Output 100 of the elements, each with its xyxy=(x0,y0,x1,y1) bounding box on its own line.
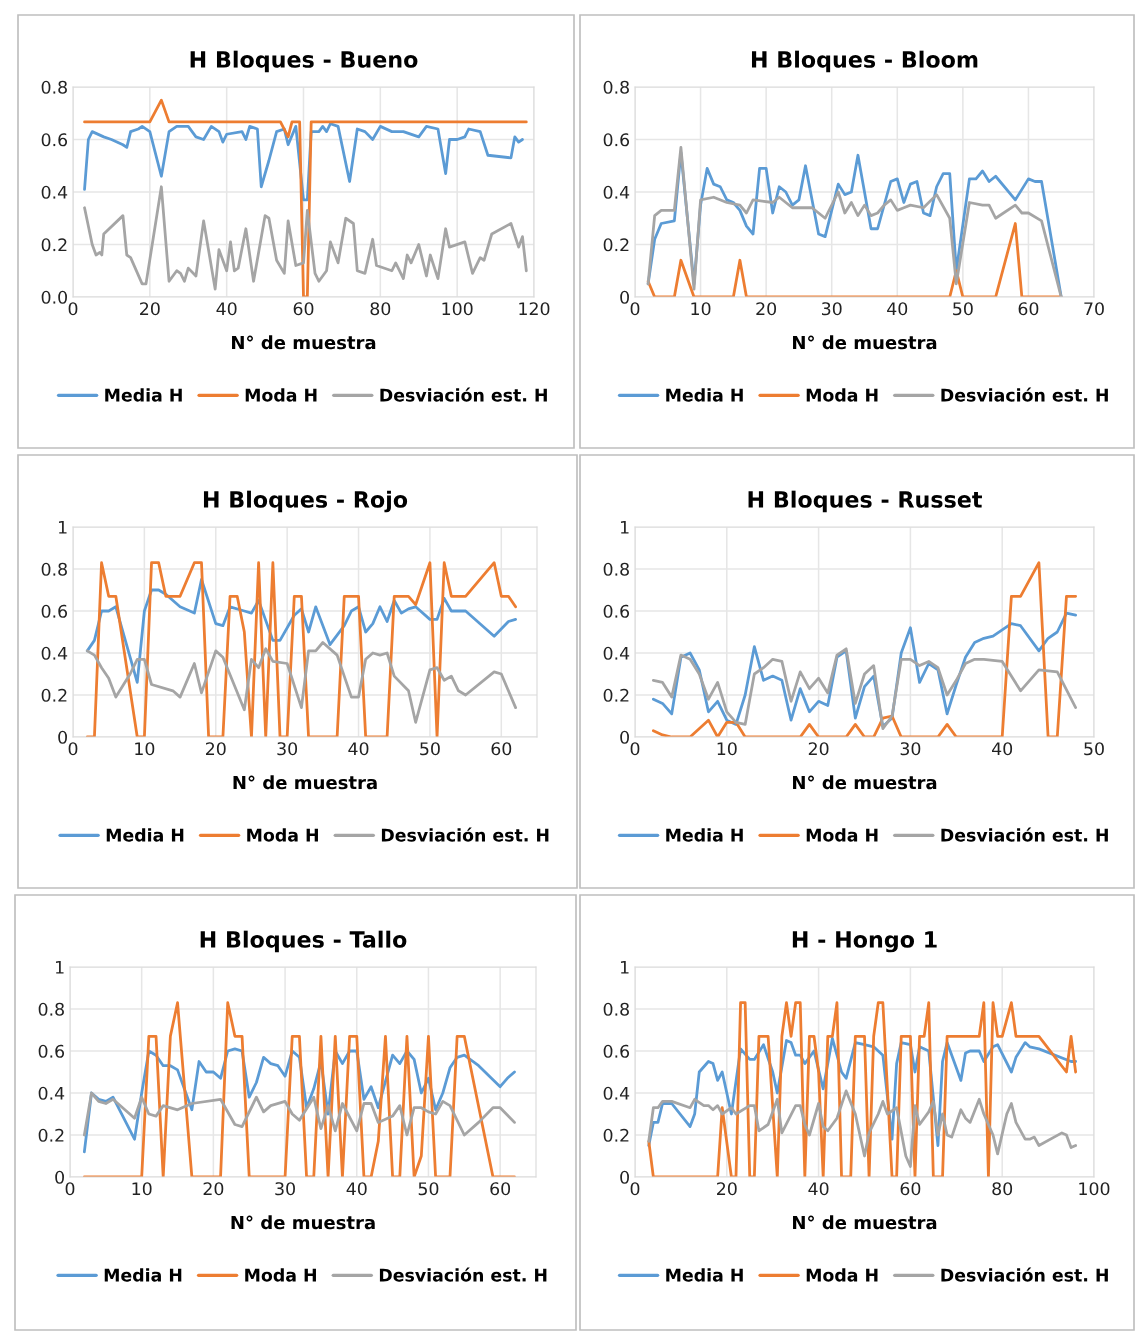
x-axis-title: N° de muestra xyxy=(232,335,376,350)
x-axis-title: N° de muestra xyxy=(793,1215,937,1230)
line-series xyxy=(82,1091,516,1137)
y-tick-label: 0 xyxy=(55,1170,64,1184)
y-tick-label: 0.8 xyxy=(41,80,67,94)
chart-title: H Bloques - Russet xyxy=(748,490,982,513)
x-tick-label: 20 xyxy=(206,742,226,756)
line-series xyxy=(651,647,1078,730)
chart-title: H Bloques - Tallo xyxy=(200,930,407,953)
y-tick-label: 0.8 xyxy=(41,562,67,576)
legend-label: Moda H xyxy=(245,1268,316,1282)
legend-label: Media H xyxy=(106,828,184,842)
x-tick-label: 60 xyxy=(490,1182,511,1196)
line-series xyxy=(83,185,528,291)
x-axis-title: N° de muestra xyxy=(793,775,937,790)
x-tick-label: 10 xyxy=(132,1182,152,1196)
y-tick-label: 0.8 xyxy=(603,562,629,576)
x-tick-label: 30 xyxy=(277,742,298,756)
y-tick-label: 0.4 xyxy=(603,1086,630,1100)
y-tick-label: 0 xyxy=(620,730,629,744)
legend-label: Desviación est. H xyxy=(379,1267,547,1282)
x-tick-label: 20 xyxy=(203,1182,224,1196)
x-tick-label: 60 xyxy=(293,302,314,316)
legend-label: Moda H xyxy=(245,388,317,402)
x-tick-label: 40 xyxy=(348,742,369,756)
y-tick-label: 0.2 xyxy=(41,688,67,702)
x-tick-label: 100 xyxy=(1079,1182,1110,1196)
y-tick-label: 0.2 xyxy=(38,1128,64,1142)
legend-label: Moda H xyxy=(806,388,878,402)
y-tick-label: 0.4 xyxy=(603,646,630,660)
x-tick-label: 50 xyxy=(1084,742,1104,756)
y-tick-label: 0.0 xyxy=(41,290,67,304)
y-tick-label: 0.2 xyxy=(603,688,629,702)
x-axis-title: N° de muestra xyxy=(231,1215,375,1230)
y-tick-label: 0.2 xyxy=(41,238,67,252)
x-tick-label: 30 xyxy=(900,742,921,756)
legend-label: Moda H xyxy=(806,828,878,842)
x-tick-label: 0 xyxy=(68,302,78,316)
y-tick-label: 0 xyxy=(620,290,629,304)
x-tick-label: 50 xyxy=(420,742,440,756)
x-tick-label: 30 xyxy=(275,1182,295,1196)
y-tick-label: 0.8 xyxy=(603,80,629,94)
line-series xyxy=(647,1089,1078,1168)
y-tick-label: 0.6 xyxy=(41,133,68,147)
y-tick-label: 1 xyxy=(621,520,629,534)
legend-label: Desviación est. H xyxy=(941,827,1108,842)
x-tick-label: 40 xyxy=(992,742,1013,756)
line-series xyxy=(647,1001,1078,1177)
x-tick-label: 0 xyxy=(630,742,640,756)
legend-label: Media H xyxy=(666,1268,743,1282)
chart-title: H Bloques - Rojo xyxy=(203,490,408,513)
x-tick-label: 50 xyxy=(953,302,973,316)
x-tick-label: 20 xyxy=(808,742,829,756)
x-tick-label: 30 xyxy=(821,302,842,316)
line-series xyxy=(83,98,528,297)
y-tick-label: 0 xyxy=(620,1170,629,1184)
x-tick-label: 120 xyxy=(519,302,550,316)
x-tick-label: 40 xyxy=(808,1182,829,1196)
y-tick-label: 0.6 xyxy=(603,133,630,147)
y-tick-label: 0.2 xyxy=(603,238,629,252)
y-tick-label: 1 xyxy=(59,520,67,534)
y-tick-label: 0.4 xyxy=(41,185,68,199)
chart-title: H Bloques - Bueno xyxy=(190,50,418,73)
x-tick-label: 40 xyxy=(216,302,237,316)
x-tick-label: 100 xyxy=(442,302,473,316)
chart-title: H - Hongo 1 xyxy=(792,931,937,953)
legend-label: Desviación est. H xyxy=(941,1267,1108,1282)
y-tick-label: 1 xyxy=(621,960,629,974)
legend-label: Moda H xyxy=(806,1268,878,1282)
legend-label: Desviación est. H xyxy=(380,387,547,402)
y-tick-label: 0.2 xyxy=(603,1128,629,1142)
y-tick-label: 0.4 xyxy=(603,185,630,199)
x-tick-label: 60 xyxy=(1018,302,1039,316)
x-tick-label: 70 xyxy=(1084,302,1104,316)
legend-label: Media H xyxy=(666,828,743,842)
y-tick-label: 1 xyxy=(56,960,64,974)
x-tick-label: 80 xyxy=(992,1182,1013,1196)
y-tick-label: 0.8 xyxy=(603,1002,629,1016)
line-series xyxy=(85,641,517,724)
x-tick-label: 0 xyxy=(630,1182,640,1196)
x-tick-label: 50 xyxy=(418,1182,439,1196)
x-tick-label: 60 xyxy=(491,742,512,756)
x-tick-label: 60 xyxy=(900,1182,921,1196)
y-tick-label: 0.4 xyxy=(38,1086,65,1100)
y-tick-label: 0.4 xyxy=(41,646,68,660)
y-tick-label: 0.6 xyxy=(603,604,630,618)
y-tick-label: 0.6 xyxy=(38,1044,65,1058)
x-tick-label: 10 xyxy=(717,742,737,756)
x-axis-title: N° de muestra xyxy=(793,335,937,350)
legend-label: Desviación est. H xyxy=(941,387,1108,402)
x-tick-label: 20 xyxy=(140,302,160,316)
legend-label: Media H xyxy=(104,1268,182,1282)
y-tick-label: 0.8 xyxy=(38,1002,64,1016)
x-tick-label: 10 xyxy=(135,742,155,756)
y-tick-label: 0 xyxy=(58,730,67,744)
x-tick-label: 40 xyxy=(346,1182,367,1196)
x-tick-label: 40 xyxy=(887,302,908,316)
x-tick-label: 80 xyxy=(370,302,391,316)
x-tick-label: 20 xyxy=(756,302,777,316)
x-tick-label: 10 xyxy=(691,302,711,316)
